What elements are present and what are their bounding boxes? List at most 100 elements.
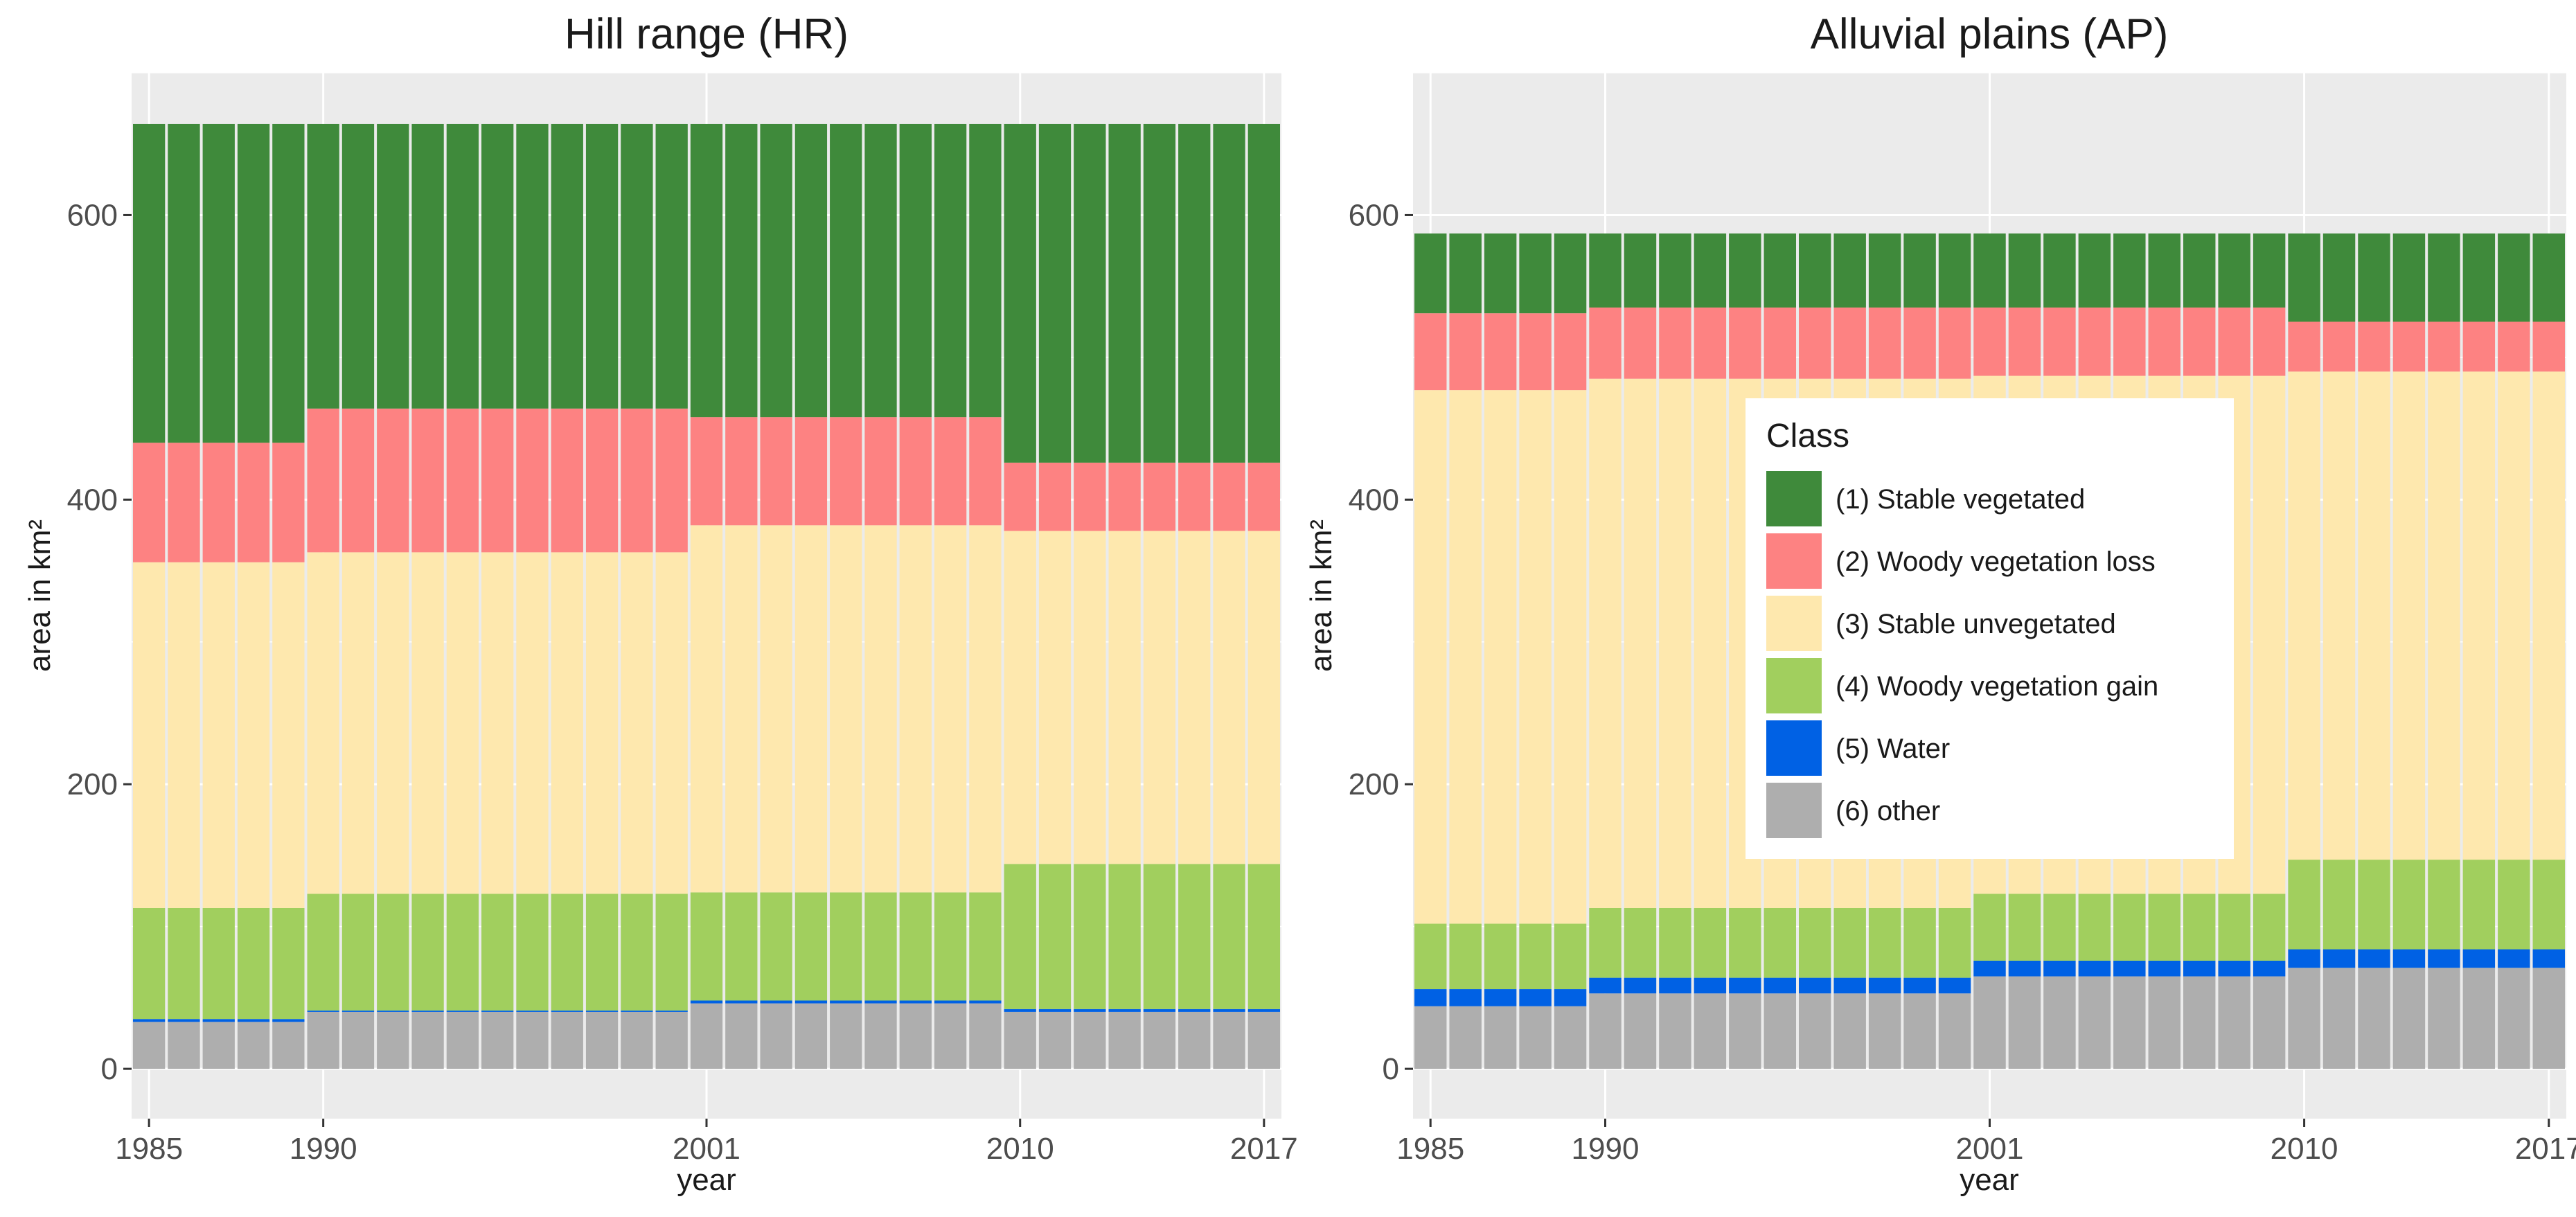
bar-segment-1989-class-3 [1554,390,1587,924]
bar-segment-2000-class-2 [655,408,688,553]
bar-segment-1990-class-2 [1589,307,1622,379]
bar-segment-2013-class-1 [2392,233,2426,322]
bar-segment-2015-class-4 [1178,864,1211,1009]
legend-items: (1) Stable vegetated (2) Woody vegetation… [1766,471,2158,838]
bar-segment-1993-class-6 [1694,993,1727,1069]
bar-segment-1999-class-6 [621,1011,653,1069]
bar-segment-1997-class-2 [551,408,583,553]
bar-segment-1992-class-1 [377,123,409,409]
bar-segment-1993-class-4 [411,894,444,1011]
bar-segment-2010-class-1 [2288,233,2320,322]
bar-segment-1993-class-3 [1694,378,1727,908]
bar-segment-1986-class-6 [168,1022,200,1069]
bar-segment-1999-class-5 [621,1010,653,1012]
bar-segment-2010-class-5 [1004,1009,1036,1012]
bar-segment-2007-class-4 [2183,894,2216,961]
bar-segment-2014-class-6 [1143,1011,1176,1069]
bar-segment-1987-class-2 [202,443,235,562]
bar-segment-1997-class-1 [551,123,583,409]
bar-segment-2016-class-2 [2498,321,2530,372]
bar-segment-1997-class-4 [1833,907,1866,978]
bar-segment-2015-class-6 [2462,968,2496,1069]
bar-segment-2014-class-5 [2428,949,2460,968]
bar-segment-2016-class-6 [2498,968,2530,1069]
bar-segment-2015-class-3 [1178,531,1211,864]
bar-segment-2000-class-4 [655,894,688,1011]
bar-segment-2008-class-5 [2218,960,2250,977]
bar-segment-1992-class-3 [377,552,409,894]
x-axis-hill-range: 1985 1990 2001 2010 2017 [115,1119,1298,1166]
bar-segment-2009-class-4 [2253,894,2286,961]
bar-segment-1989-class-1 [1554,233,1587,314]
x-axis-title-alluvial-plains: year [1960,1163,2019,1197]
y-axis-title-hill-range: area in km² [23,519,57,672]
bar-segment-2001-class-4 [1973,894,2006,961]
legend-box [1746,398,2234,859]
bar-segment-1985-class-5 [1414,989,1447,1006]
bar-segment-2001-class-4 [690,892,723,1001]
bar-segment-2002-class-3 [725,525,758,893]
bar-segment-1993-class-2 [411,408,444,553]
x-axis-title-hill-range: year [677,1163,736,1197]
bar-segment-2013-class-3 [2392,371,2426,860]
legend-key-1 [1766,471,1822,526]
bar-segment-1988-class-5 [237,1019,270,1022]
bar-segment-2006-class-3 [864,525,897,893]
bar-segment-1995-class-2 [481,408,514,553]
bar-segment-2012-class-2 [1074,462,1106,531]
bar-segment-2000-class-5 [1938,977,1971,994]
bar-segment-1994-class-4 [446,894,479,1011]
bar-segment-2015-class-3 [2462,371,2496,860]
bar-segment-2016-class-4 [2498,860,2530,950]
bar-segment-1996-class-4 [516,894,549,1011]
bar-segment-1998-class-6 [585,1011,619,1069]
bar-segment-1986-class-6 [1449,1006,1482,1069]
bar-segment-1996-class-4 [1799,907,1831,978]
bar-segment-2012-class-5 [2358,949,2390,968]
legend-label-2: (2) Woody vegetation loss [1836,547,2156,577]
bar-segment-2013-class-3 [1108,531,1141,864]
bar-segment-2008-class-2 [934,417,967,526]
bar-segment-2009-class-4 [969,892,1002,1001]
legend-key-2 [1766,533,1822,589]
bar-segment-2007-class-1 [899,123,932,418]
bar-segment-2005-class-4 [2113,894,2146,961]
bar-segment-2011-class-1 [1038,123,1072,463]
bar-segment-2003-class-4 [760,892,792,1001]
bar-segment-2014-class-3 [2428,371,2460,860]
bar-segment-2017-class-6 [2532,968,2565,1069]
bar-segment-1994-class-2 [446,408,479,553]
bar-segment-1989-class-6 [272,1022,305,1069]
bar-segment-1994-class-1 [1729,233,1761,308]
bar-segment-2004-class-5 [2078,960,2111,977]
bar-segment-2011-class-2 [1038,462,1072,531]
bar-segment-2002-class-6 [2008,976,2041,1069]
bar-segment-2014-class-6 [2428,968,2460,1069]
panel-title-alluvial-plains: Alluvial plains (AP) [1811,10,2169,58]
bar-segment-2005-class-5 [830,1000,862,1004]
bar-segment-2011-class-6 [2322,968,2356,1069]
y-tick-label: 600 [67,198,118,232]
bar-segment-2006-class-2 [864,417,897,526]
bar-segment-2006-class-2 [2148,307,2180,376]
bar-segment-1987-class-3 [1484,390,1517,924]
bars-hill-range [133,123,1280,1069]
bar-segment-2002-class-4 [2008,894,2041,961]
bar-segment-2015-class-4 [2462,860,2496,950]
panel-hill-range: Hill range (HR) 0 200 400 600 1985 1990 2001 2… [23,10,1298,1197]
bar-segment-1997-class-5 [1833,977,1866,994]
bar-segment-1987-class-6 [1484,1006,1517,1069]
bar-segment-1992-class-3 [1659,378,1691,908]
bar-segment-2013-class-1 [1108,123,1141,463]
bar-segment-1997-class-6 [1833,993,1866,1069]
x-tick-label: 2017 [2515,1132,2576,1166]
bar-segment-1988-class-6 [237,1022,270,1069]
bar-segment-2004-class-2 [2078,307,2111,376]
y-tick-label: 400 [67,483,118,517]
bar-segment-1989-class-2 [272,443,305,562]
bar-segment-2003-class-2 [2043,307,2076,376]
bar-segment-1985-class-6 [133,1022,166,1069]
bar-segment-2009-class-2 [969,417,1002,526]
bar-segment-2014-class-2 [1143,462,1176,531]
bar-segment-2008-class-1 [934,123,967,418]
